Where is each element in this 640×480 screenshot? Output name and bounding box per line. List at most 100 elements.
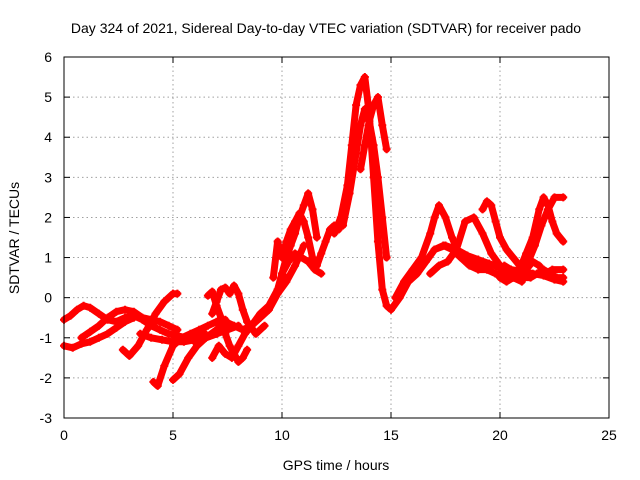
data-point bbox=[469, 213, 478, 222]
data-point bbox=[506, 265, 515, 274]
data-point bbox=[548, 217, 557, 226]
data-point bbox=[369, 101, 378, 110]
data-point bbox=[310, 265, 319, 274]
data-point bbox=[77, 333, 86, 342]
x-axis-label: GPS time / hours bbox=[283, 457, 390, 473]
data-point bbox=[169, 341, 177, 350]
data-point bbox=[94, 321, 103, 330]
data-point bbox=[203, 321, 212, 330]
data-point bbox=[251, 329, 260, 338]
data-point bbox=[103, 329, 112, 338]
data-point bbox=[134, 341, 143, 350]
data-point bbox=[240, 329, 249, 338]
data-point bbox=[543, 205, 552, 214]
data-point bbox=[295, 213, 304, 222]
data-point bbox=[112, 317, 121, 326]
data-point bbox=[125, 351, 134, 360]
grid-lines bbox=[64, 57, 609, 418]
data-point bbox=[208, 287, 217, 296]
data-point bbox=[559, 237, 568, 246]
data-point bbox=[243, 317, 252, 326]
data-point bbox=[260, 321, 269, 330]
data-point bbox=[356, 165, 365, 174]
data-point bbox=[173, 325, 182, 334]
data-point bbox=[378, 285, 387, 294]
data-point bbox=[121, 313, 130, 322]
data-point bbox=[352, 149, 361, 158]
data-point bbox=[535, 205, 544, 214]
data-point bbox=[129, 307, 138, 316]
data-point bbox=[474, 265, 483, 274]
data-point bbox=[94, 309, 103, 318]
data-point bbox=[304, 189, 313, 198]
data-point bbox=[434, 261, 443, 270]
data-point bbox=[496, 273, 504, 282]
series-arc12 bbox=[269, 209, 343, 282]
data-point bbox=[387, 305, 395, 314]
data-point bbox=[430, 213, 439, 222]
x-tick-label: 5 bbox=[169, 427, 177, 443]
data-point bbox=[373, 173, 382, 182]
data-point bbox=[304, 233, 313, 242]
data-point bbox=[465, 261, 474, 270]
data-point bbox=[533, 269, 542, 278]
data-point bbox=[559, 193, 568, 202]
data-point bbox=[286, 241, 295, 250]
data-point bbox=[158, 335, 167, 344]
data-point bbox=[164, 329, 173, 338]
data-point bbox=[491, 217, 500, 226]
y-tick-label: -2 bbox=[40, 370, 53, 386]
data-point bbox=[160, 297, 169, 306]
y-tick-label: 1 bbox=[44, 250, 52, 266]
data-point bbox=[221, 329, 230, 338]
data-point bbox=[408, 265, 417, 274]
data-point bbox=[485, 259, 494, 268]
data-point bbox=[373, 93, 382, 102]
data-point bbox=[121, 305, 130, 314]
data-point bbox=[230, 321, 239, 330]
data-point bbox=[160, 361, 169, 370]
data-point bbox=[308, 253, 317, 262]
data-point bbox=[203, 291, 212, 300]
data-point bbox=[339, 221, 348, 230]
data-point bbox=[441, 241, 450, 250]
data-point bbox=[509, 253, 518, 262]
data-point bbox=[378, 213, 387, 222]
data-point bbox=[291, 249, 300, 258]
data-point bbox=[500, 261, 509, 270]
data-point bbox=[430, 245, 439, 254]
data-point bbox=[552, 229, 561, 238]
data-point bbox=[400, 277, 409, 286]
data-point bbox=[345, 189, 354, 198]
data-point bbox=[365, 117, 374, 126]
data-point bbox=[378, 121, 387, 130]
data-point bbox=[269, 273, 278, 282]
data-point bbox=[434, 201, 443, 210]
y-tick-label: 0 bbox=[44, 290, 52, 306]
data-point bbox=[278, 269, 286, 278]
data-point bbox=[461, 217, 470, 226]
data-point bbox=[216, 285, 225, 294]
axes: 0 5 10 15 20 25 -3 -2 -1 0 1 2 3 4 5 6 bbox=[40, 49, 617, 443]
data-point bbox=[264, 305, 273, 314]
data-point bbox=[496, 233, 504, 242]
data-point bbox=[356, 121, 365, 130]
data-point bbox=[149, 377, 158, 386]
x-tick-label: 10 bbox=[274, 427, 290, 443]
series-arc24 bbox=[500, 262, 567, 282]
data-point bbox=[103, 313, 112, 322]
data-point bbox=[530, 241, 539, 250]
data-point bbox=[142, 325, 151, 334]
data-point bbox=[550, 193, 559, 202]
data-point bbox=[177, 333, 186, 342]
data-point bbox=[94, 333, 103, 342]
data-point bbox=[463, 251, 472, 260]
data-point bbox=[360, 141, 369, 150]
y-tick-label: 5 bbox=[44, 89, 52, 105]
data-point bbox=[118, 345, 127, 354]
data-point bbox=[502, 277, 511, 286]
data-point bbox=[208, 309, 217, 318]
data-point bbox=[382, 301, 391, 310]
data-point bbox=[230, 281, 239, 290]
